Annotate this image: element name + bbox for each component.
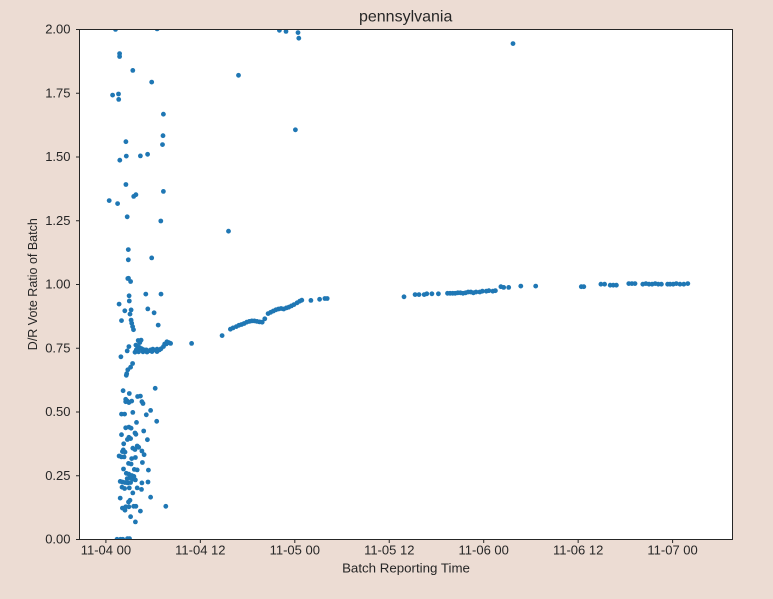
svg-text:0.25: 0.25 bbox=[45, 468, 70, 483]
svg-text:0.50: 0.50 bbox=[45, 404, 70, 419]
svg-text:11-05 12: 11-05 12 bbox=[364, 543, 414, 558]
svg-text:D/R Vote Ratio of Batch: D/R Vote Ratio of Batch bbox=[26, 218, 40, 350]
svg-text:Batch Reporting Time: Batch Reporting Time bbox=[342, 561, 470, 576]
svg-text:11-06 00: 11-06 00 bbox=[459, 543, 509, 558]
svg-text:11-04 12: 11-04 12 bbox=[175, 543, 225, 558]
svg-text:1.75: 1.75 bbox=[45, 85, 70, 100]
svg-text:pennsylvania: pennsylvania bbox=[359, 9, 453, 26]
svg-text:0.75: 0.75 bbox=[45, 340, 70, 355]
svg-text:1.50: 1.50 bbox=[45, 149, 70, 164]
svg-text:11-07 00: 11-07 00 bbox=[647, 543, 697, 558]
svg-text:1.25: 1.25 bbox=[45, 213, 70, 228]
svg-text:11-04 00: 11-04 00 bbox=[81, 543, 131, 558]
svg-text:0.00: 0.00 bbox=[45, 532, 70, 547]
svg-text:1.00: 1.00 bbox=[45, 277, 70, 292]
svg-text:2.00: 2.00 bbox=[45, 22, 70, 37]
svg-text:11-06 12: 11-06 12 bbox=[553, 543, 603, 558]
svg-text:11-05 00: 11-05 00 bbox=[270, 543, 320, 558]
